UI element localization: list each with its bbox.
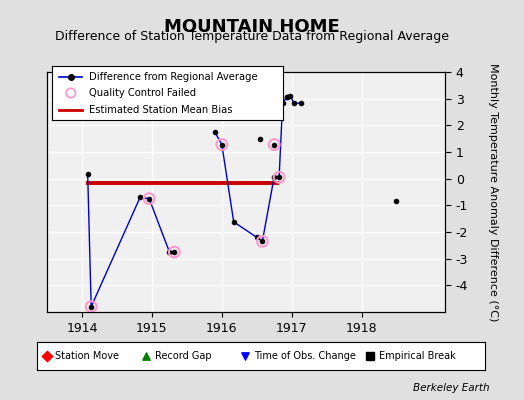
Text: MOUNTAIN HOME: MOUNTAIN HOME xyxy=(163,18,340,36)
Text: Quality Control Failed: Quality Control Failed xyxy=(89,88,196,98)
Point xyxy=(366,353,375,359)
Point xyxy=(67,90,75,96)
Text: Difference of Station Temperature Data from Regional Average: Difference of Station Temperature Data f… xyxy=(54,30,449,43)
Point xyxy=(270,141,278,148)
Point xyxy=(87,304,95,310)
Text: Berkeley Earth: Berkeley Earth xyxy=(413,383,490,393)
Point xyxy=(170,249,179,255)
Y-axis label: Monthly Temperature Anomaly Difference (°C): Monthly Temperature Anomaly Difference (… xyxy=(488,63,498,321)
Text: Station Move: Station Move xyxy=(54,351,118,361)
Text: Time of Obs. Change: Time of Obs. Change xyxy=(254,351,356,361)
Text: Estimated Station Mean Bias: Estimated Station Mean Bias xyxy=(89,105,233,115)
Point xyxy=(42,353,51,359)
Text: Record Gap: Record Gap xyxy=(156,351,212,361)
Point xyxy=(142,353,150,359)
Point xyxy=(145,196,154,202)
Point xyxy=(241,353,249,359)
Point xyxy=(275,174,283,180)
Point xyxy=(217,141,226,148)
Text: Empirical Break: Empirical Break xyxy=(379,351,456,361)
Point xyxy=(258,238,267,244)
Text: Difference from Regional Average: Difference from Regional Average xyxy=(89,72,258,82)
